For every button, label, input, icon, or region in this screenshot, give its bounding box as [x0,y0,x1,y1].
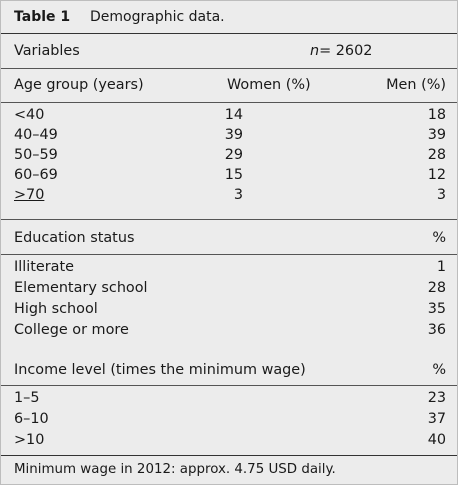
table-row: College or more 36 [1,320,457,340]
income-label-cell: 1–5 [14,390,40,406]
table-row: Elementary school 28 [1,278,457,298]
table-row: Illiterate 1 [1,257,457,277]
age-group-cell: 40–49 [14,127,58,143]
age-group-cell: 60–69 [14,167,58,183]
table-row: 1–5 23 [1,388,457,408]
women-column-header: Women (%) [227,77,311,93]
divider [1,219,457,220]
education-header-row: Education status % [1,228,457,248]
n-value: = 2602 [319,43,373,59]
income-value-cell: 37 [427,411,446,427]
income-header-row: Income level (times the minimum wage) % [1,360,457,380]
divider [1,254,457,255]
education-value-cell: 35 [427,301,446,317]
table-row: 60–69 15 12 [1,165,457,185]
men-percent-cell: 18 [427,107,446,123]
men-percent-cell: 28 [427,147,446,163]
women-percent-cell: 29 [224,147,243,163]
table-row: High school 35 [1,299,457,319]
table-number: Table 1 [14,9,71,25]
table-row: 40–49 39 39 [1,125,457,145]
divider [1,385,457,386]
table-row: <40 14 18 [1,105,457,125]
table-bottom-rule [1,455,457,456]
women-percent-cell: 39 [224,127,243,143]
income-label-cell: 6–10 [14,411,49,427]
n-symbol: n [310,43,320,59]
divider [1,102,457,103]
men-column-header: Men (%) [386,77,446,93]
table-row: 6–10 37 [1,409,457,429]
table-row: >10 40 [1,430,457,450]
education-label-cell: College or more [14,322,129,338]
table-footnote: Minimum wage in 2012: approx. 4.75 USD d… [14,462,336,477]
education-value-cell: 1 [436,259,446,275]
age-header-row: Age group (years) Women (%) Men (%) [1,75,457,95]
age-group-cell: >70 [14,187,45,203]
variables-header-row: Variables n= 2602 [1,41,457,61]
table-row: 50–59 29 28 [1,145,457,165]
income-level-heading: Income level (times the minimum wage) [14,362,306,378]
footnote-row: Minimum wage in 2012: approx. 4.75 USD d… [1,460,457,480]
sample-size-label: n= 2602 [310,41,372,61]
education-value-cell: 28 [427,280,446,296]
percent-column-header: % [432,362,446,378]
men-percent-cell: 3 [436,187,446,203]
education-status-heading: Education status [14,230,135,246]
education-label-cell: Illiterate [14,259,74,275]
education-label-cell: High school [14,301,98,317]
men-percent-cell: 12 [427,167,446,183]
age-group-cell: <40 [14,107,45,123]
age-group-heading: Age group (years) [14,77,144,93]
women-percent-cell: 3 [233,187,243,203]
table-title: Demographic data. [90,9,225,25]
women-percent-cell: 14 [224,107,243,123]
variables-label: Variables [14,43,80,59]
divider [1,68,457,69]
income-value-cell: 40 [427,432,446,448]
table-caption: Table 1 Demographic data. [1,1,457,34]
education-value-cell: 36 [427,322,446,338]
men-percent-cell: 39 [427,127,446,143]
age-group-cell: 50–59 [14,147,58,163]
income-value-cell: 23 [427,390,446,406]
education-label-cell: Elementary school [14,280,148,296]
table-row: >70 3 3 [1,185,457,205]
percent-column-header: % [432,230,446,246]
income-label-cell: >10 [14,432,45,448]
women-percent-cell: 15 [224,167,243,183]
